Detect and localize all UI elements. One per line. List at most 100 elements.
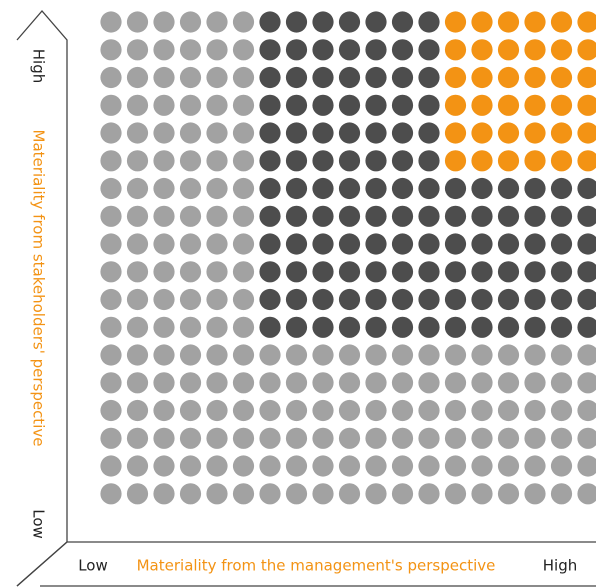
dot-low [232,177,255,200]
dot-low [444,483,467,505]
dot-high [550,94,573,116]
dot-low [312,455,334,477]
dot-medium [259,288,281,311]
dot-low [179,11,202,33]
dot-low [206,177,228,200]
dot-low [153,233,175,255]
dot-medium [312,66,334,89]
dot-medium [285,288,308,311]
dot-low [391,399,414,422]
dot-low [153,455,175,477]
dot-low [338,483,361,505]
dot-low [206,122,228,144]
dot-medium [391,205,414,227]
dot-low [577,455,596,477]
dot-low [577,427,596,449]
dot-low [153,94,175,116]
dot-low [206,455,228,477]
dot-high [497,150,520,172]
dot-low [179,66,202,89]
dot-low [418,455,440,477]
dot-low [153,483,175,505]
dot-medium [444,261,467,283]
dot-medium [577,233,596,255]
dot-high [444,122,467,144]
dot-low [126,372,149,394]
dot-medium [391,150,414,172]
dot-low [524,399,546,422]
dot-low [232,39,255,61]
dot-low [100,39,122,61]
dot-low [232,11,255,33]
x-axis-title: Materiality from the management's perspe… [137,557,496,575]
x-axis-high-label: High [543,557,577,575]
dot-medium [471,205,493,227]
dot-medium [418,233,440,255]
dot-grid [100,11,596,505]
dot-low [100,344,122,366]
dot-medium [524,177,546,200]
dot-low [126,455,149,477]
dot-high [577,11,596,33]
dot-low [471,483,493,505]
dot-medium [391,177,414,200]
dot-low [391,372,414,394]
dot-high [550,66,573,89]
dot-high [524,94,546,116]
dot-high [524,122,546,144]
dot-medium [312,316,334,338]
dot-low [550,427,573,449]
dot-high [524,150,546,172]
dot-medium [365,122,387,144]
dot-medium [524,288,546,311]
dot-low [471,455,493,477]
dot-medium [550,316,573,338]
dot-low [497,399,520,422]
dot-low [444,344,467,366]
dot-low [153,177,175,200]
dot-low [259,427,281,449]
dot-low [179,177,202,200]
dot-medium [312,288,334,311]
dot-medium [444,177,467,200]
dot-low [444,399,467,422]
dot-medium [259,261,281,283]
dot-low [100,233,122,255]
dot-low [100,372,122,394]
dot-low [206,372,228,394]
dot-low [179,427,202,449]
dot-low [577,399,596,422]
dot-medium [524,316,546,338]
dot-medium [497,205,520,227]
dot-low [153,316,175,338]
dot-medium [497,177,520,200]
dot-medium [391,39,414,61]
dot-low [100,150,122,172]
dot-medium [577,316,596,338]
dot-low [153,66,175,89]
dot-medium [524,233,546,255]
dot-low [206,66,228,89]
y-axis-title: Materiality from stakeholders' perspecti… [30,130,48,447]
dot-medium [577,177,596,200]
dot-high [524,39,546,61]
dot-low [232,427,255,449]
dot-medium [577,205,596,227]
dot-medium [471,288,493,311]
dot-low [232,94,255,116]
y-axis-low-label: Low [30,509,48,539]
dot-low [577,344,596,366]
dot-medium [259,94,281,116]
dot-low [232,261,255,283]
dot-low [153,399,175,422]
dot-low [365,483,387,505]
dot-medium [550,261,573,283]
dot-medium [365,39,387,61]
dot-low [232,205,255,227]
dot-medium [259,150,281,172]
dot-low [444,427,467,449]
dot-low [391,455,414,477]
dot-low [126,66,149,89]
dot-medium [338,94,361,116]
